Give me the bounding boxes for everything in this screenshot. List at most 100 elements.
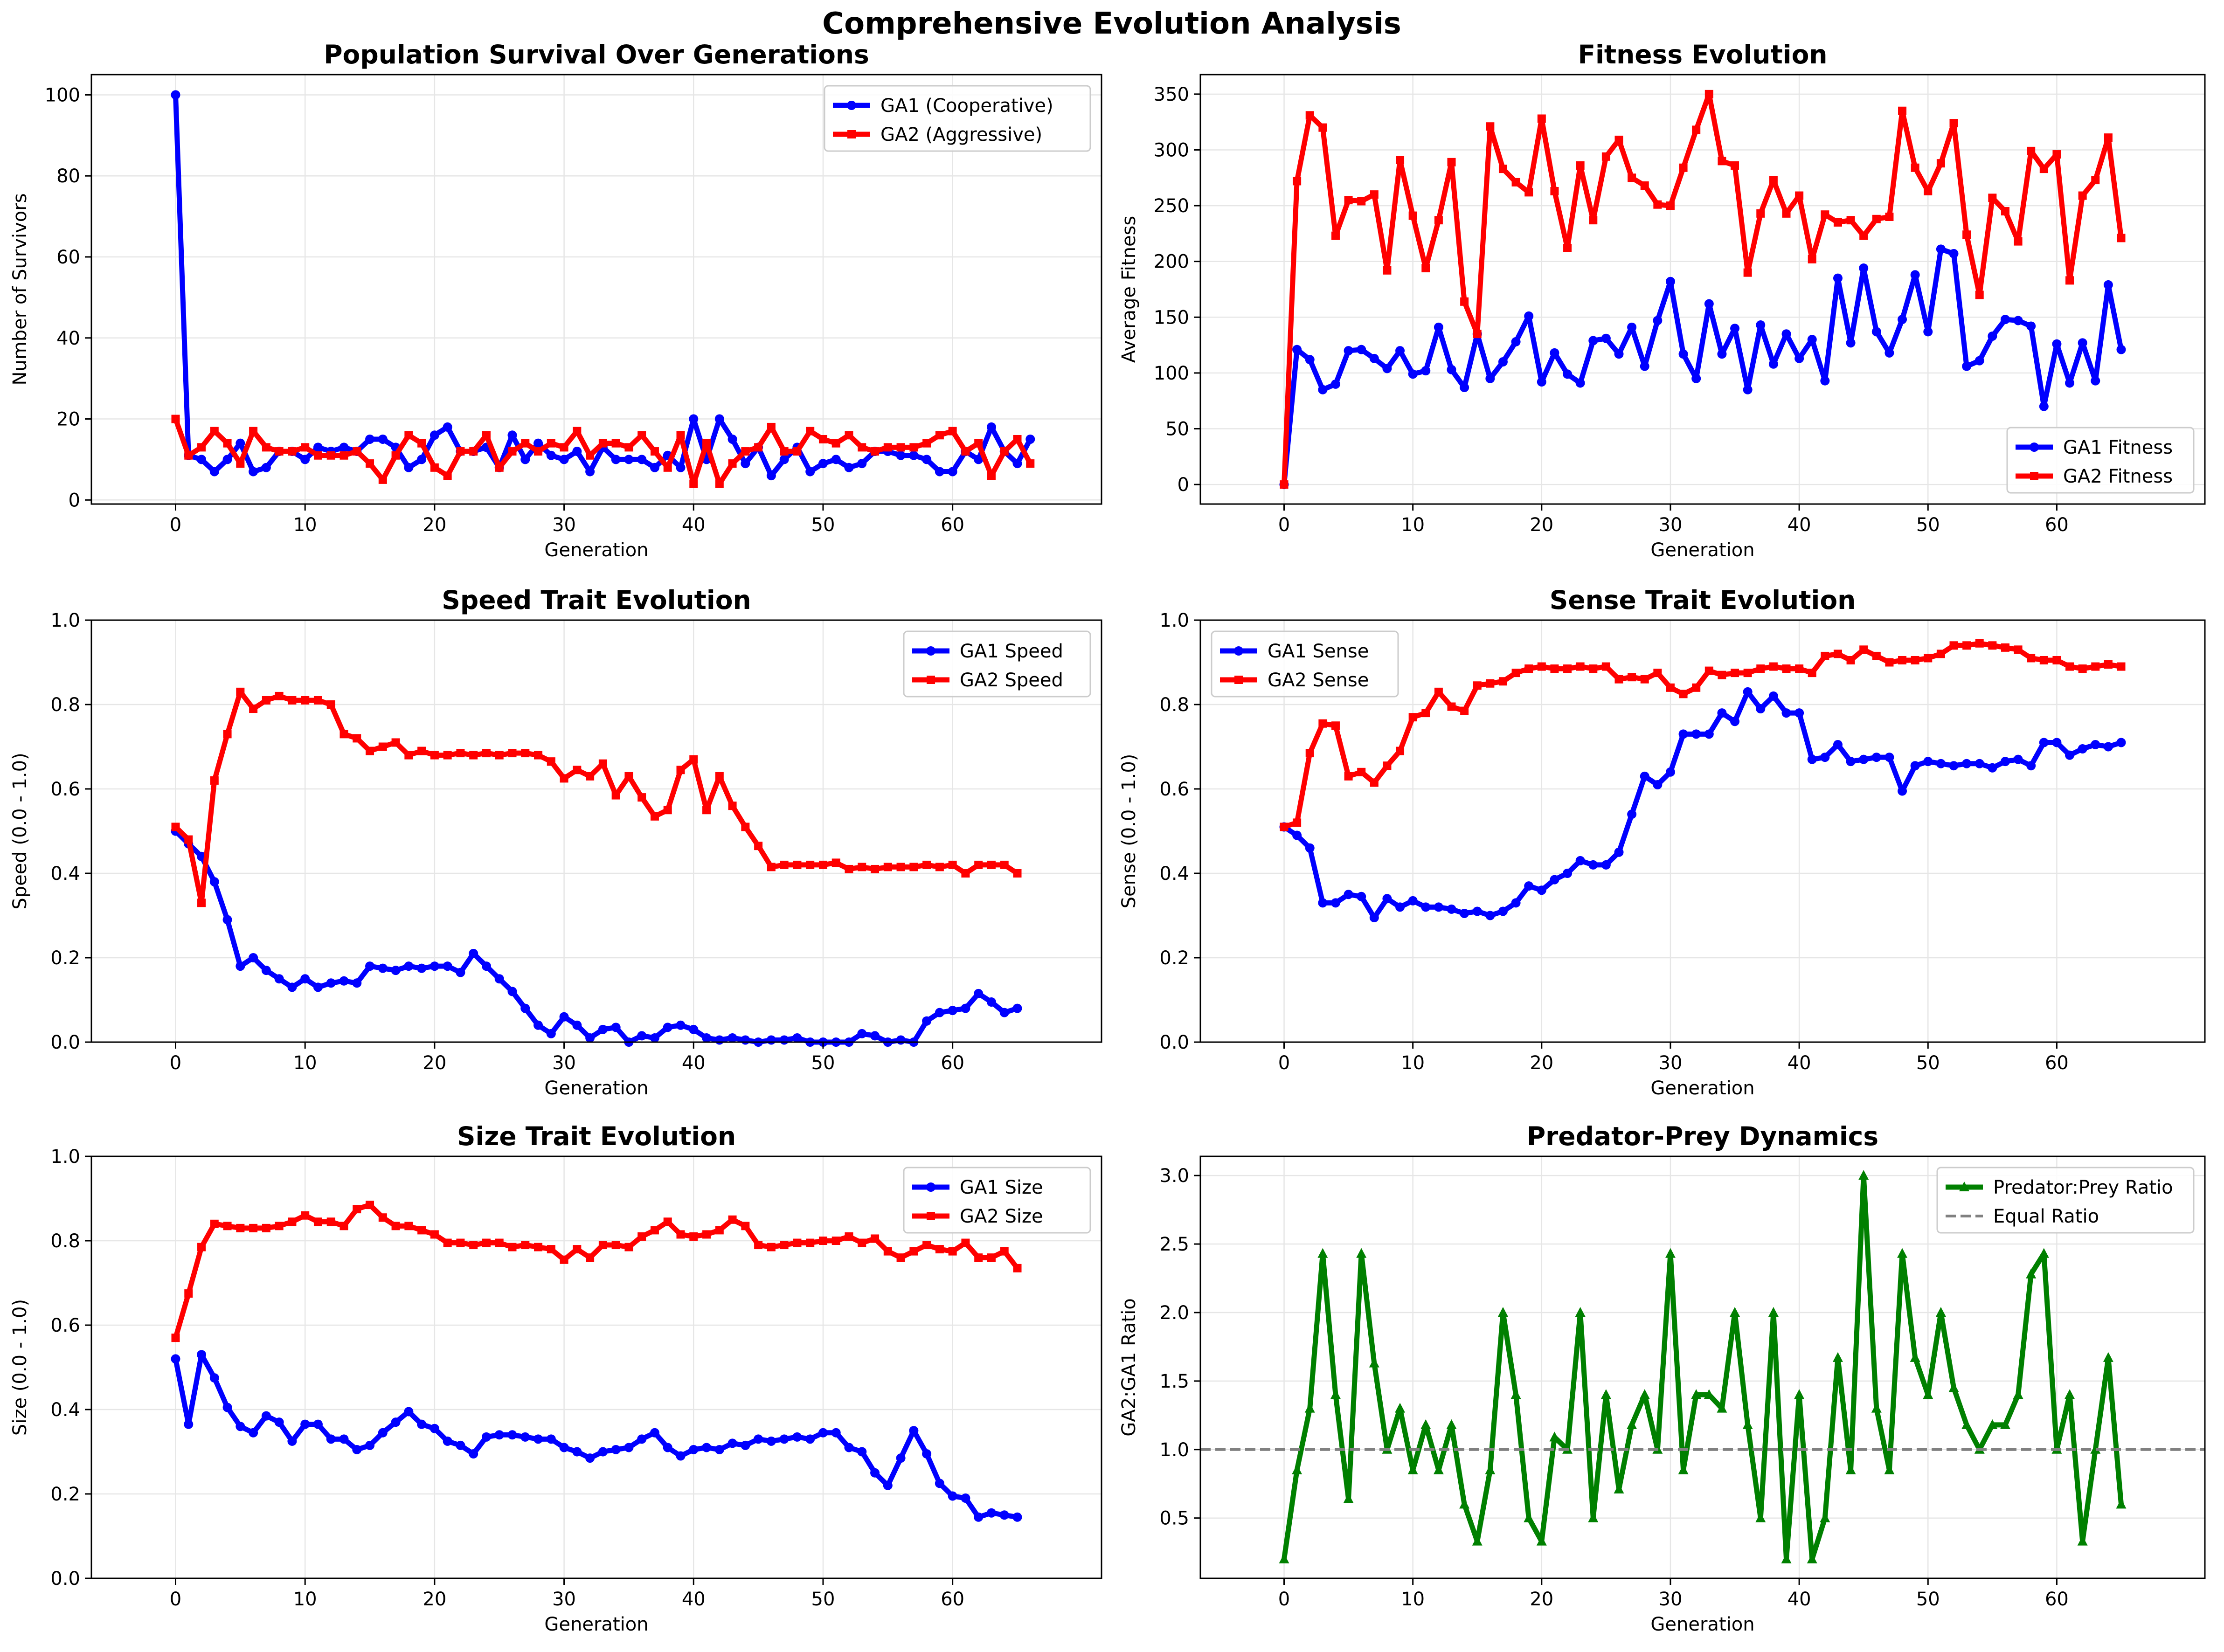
data-point — [974, 1253, 983, 1262]
data-point — [715, 479, 724, 488]
data-point — [261, 463, 271, 472]
legend-item: GA1 Sense — [1220, 641, 1369, 662]
legend: GA1 Fitness GA2 Fitness — [2006, 427, 2195, 494]
data-point — [1717, 349, 1727, 359]
data-point — [249, 427, 258, 435]
data-point — [1742, 1419, 1753, 1429]
data-point — [1407, 1464, 1418, 1474]
y-tick-label: 20 — [56, 409, 80, 430]
data-point — [1923, 1389, 1933, 1399]
data-point — [1588, 860, 1598, 870]
data-point — [1679, 163, 1688, 172]
data-point — [1395, 902, 1405, 912]
data-point — [2000, 757, 2010, 767]
data-point — [909, 1247, 918, 1256]
data-point — [689, 414, 699, 424]
x-tick-label: 50 — [1916, 1052, 1940, 1074]
data-point — [1743, 268, 1752, 277]
data-point — [1524, 188, 1533, 197]
data-point — [171, 90, 180, 100]
data-point — [339, 1222, 348, 1230]
data-point — [728, 1215, 737, 1224]
data-point — [1563, 664, 1572, 673]
chart-title: Speed Trait Evolution — [442, 585, 751, 615]
data-point — [1614, 135, 1623, 144]
data-point — [222, 1403, 232, 1412]
data-point — [1833, 650, 1842, 658]
data-point — [1692, 125, 1701, 134]
data-point — [883, 443, 892, 452]
data-point — [313, 982, 323, 992]
legend-label: GA2 Size — [960, 1206, 1043, 1227]
data-point — [1653, 780, 1663, 789]
data-point — [1370, 778, 1379, 787]
data-point — [1704, 299, 1714, 309]
data-point — [1640, 181, 1649, 190]
x-tick-label: 30 — [552, 1052, 576, 1074]
legend-marker — [926, 1182, 935, 1192]
data-point — [1871, 1403, 1882, 1413]
data-point — [378, 1428, 388, 1438]
legend-label: GA1 Speed — [960, 641, 1063, 662]
chart-title: Size Trait Evolution — [457, 1121, 736, 1151]
series-line — [1282, 1173, 2124, 1562]
data-point — [1731, 161, 1739, 170]
data-point — [1524, 881, 1534, 891]
data-point — [1421, 902, 1431, 912]
data-point — [961, 1493, 970, 1503]
data-point — [1434, 687, 1443, 696]
data-point — [1988, 641, 1997, 650]
data-point — [2103, 1352, 2113, 1362]
data-point — [339, 976, 349, 986]
data-point — [2117, 234, 2126, 242]
y-tick-label: 0.0 — [50, 1568, 80, 1590]
data-point — [2052, 738, 2062, 747]
y-axis-label: Size (0.0 - 1.0) — [9, 1299, 31, 1436]
series-line — [173, 689, 1019, 905]
x-tick-label: 0 — [1278, 514, 1290, 536]
data-point — [365, 961, 375, 971]
data-point — [430, 463, 439, 472]
data-point — [766, 1436, 776, 1446]
data-point — [1369, 913, 1379, 923]
data-point — [2065, 750, 2075, 760]
data-point — [1343, 1493, 1354, 1503]
axes-frame — [90, 1155, 1102, 1579]
data-point — [1936, 244, 1946, 254]
data-point — [430, 961, 439, 971]
legend-marker — [847, 130, 856, 138]
data-point — [779, 1035, 789, 1045]
x-tick-label: 40 — [1788, 1589, 1811, 1610]
data-point — [430, 1230, 439, 1239]
data-point — [2078, 338, 2087, 348]
legend-box — [903, 1167, 1091, 1234]
x-tick-label: 60 — [941, 1589, 964, 1610]
data-point — [1280, 480, 1289, 489]
data-point — [689, 1232, 698, 1241]
data-point — [249, 1428, 258, 1438]
data-point — [417, 439, 426, 448]
data-point — [507, 1430, 517, 1440]
legend-marker — [2030, 442, 2039, 452]
data-point — [857, 1447, 867, 1457]
y-tick-label: 0.4 — [50, 863, 80, 885]
series-1 — [171, 826, 1022, 1047]
data-point — [702, 439, 711, 448]
series-2 — [171, 687, 1022, 907]
data-point — [494, 974, 504, 984]
data-point — [1781, 708, 1791, 718]
data-point — [2052, 656, 2061, 664]
x-tick-label: 20 — [1530, 1052, 1553, 1074]
data-point — [624, 455, 634, 464]
data-point — [1665, 276, 1675, 286]
data-point — [222, 455, 232, 464]
data-point — [1743, 669, 1752, 677]
y-axis-label: Average Fitness — [1118, 216, 1140, 363]
data-point — [430, 751, 439, 760]
data-point — [1859, 754, 1869, 764]
data-point — [262, 1223, 270, 1232]
data-point — [1730, 717, 1740, 726]
legend-label: GA1 Fitness — [2063, 437, 2173, 458]
data-point — [1012, 1003, 1022, 1013]
y-tick-label: 0.5 — [1159, 1508, 1189, 1529]
